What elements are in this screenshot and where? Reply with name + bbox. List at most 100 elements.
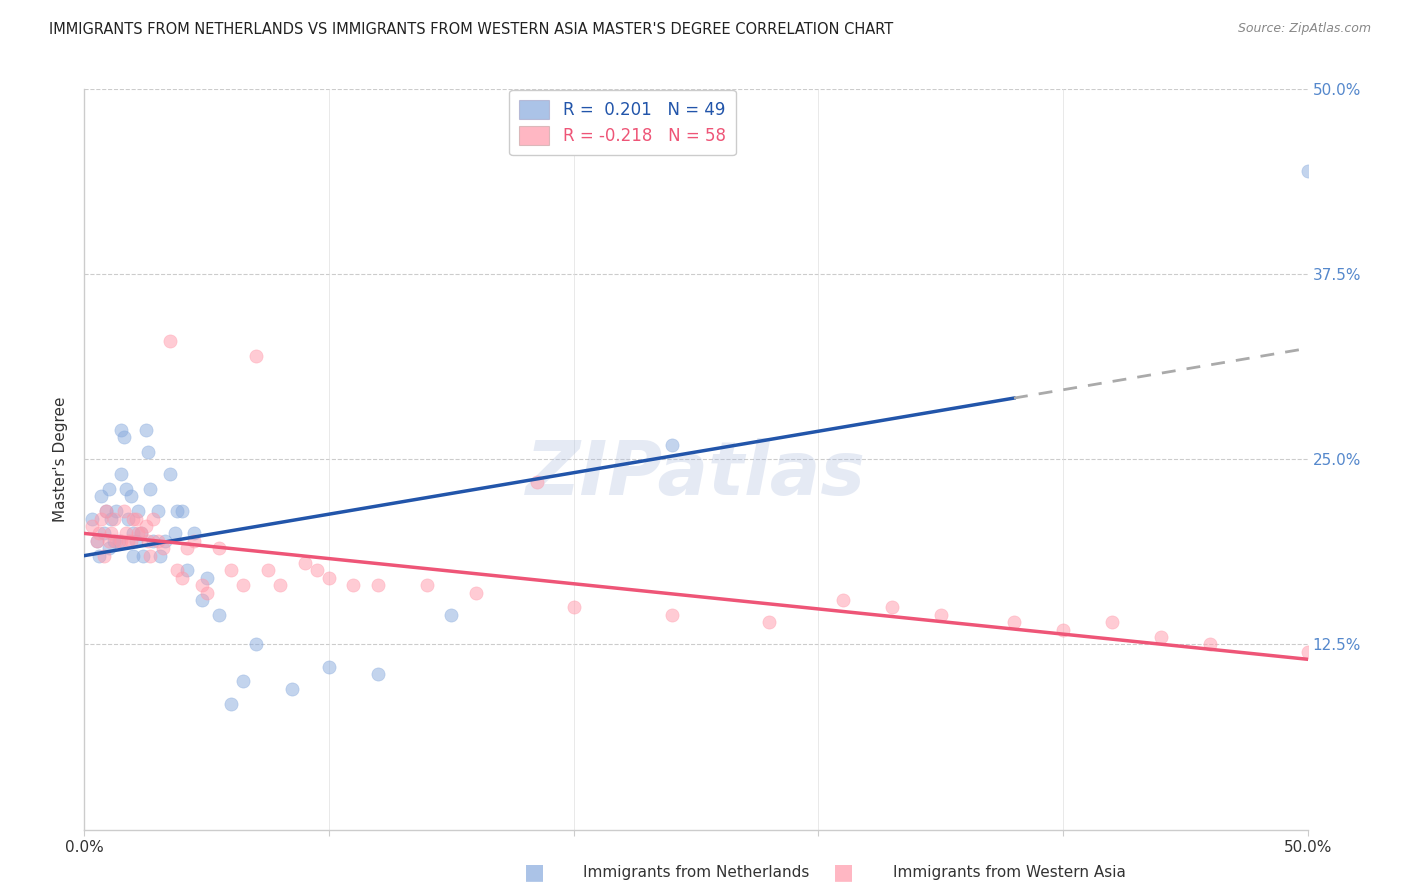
Point: [139, 482, 162, 496]
Point: [257, 564, 280, 578]
Point: [100, 526, 122, 541]
Point: [112, 504, 135, 518]
Point: [135, 519, 157, 533]
Point: [139, 549, 162, 563]
Point: [132, 549, 155, 563]
Point: [110, 423, 132, 437]
Point: [166, 564, 188, 578]
Point: [562, 600, 585, 615]
Point: [86, 533, 108, 548]
Point: [176, 541, 198, 556]
Point: [142, 533, 165, 548]
Point: [153, 533, 176, 548]
Point: [135, 423, 157, 437]
Point: [195, 571, 218, 585]
Point: [1052, 623, 1074, 637]
Point: [342, 578, 364, 592]
Point: [115, 482, 138, 496]
Point: [97, 541, 120, 556]
Point: [146, 533, 169, 548]
Point: [129, 526, 152, 541]
Point: [159, 334, 181, 348]
Point: [1198, 637, 1220, 651]
Point: [120, 489, 142, 503]
Point: [219, 564, 242, 578]
Point: [96, 504, 118, 518]
Point: [219, 697, 242, 711]
Point: [929, 607, 952, 622]
Point: [758, 615, 780, 630]
Point: [105, 504, 128, 518]
Point: [117, 533, 139, 548]
Point: [281, 681, 304, 696]
Point: [110, 533, 132, 548]
Point: [159, 467, 181, 482]
Point: [142, 511, 165, 525]
Point: [127, 526, 149, 541]
Point: [1150, 630, 1173, 644]
Point: [93, 549, 115, 563]
Point: [120, 533, 142, 548]
Point: [152, 541, 174, 556]
Point: [117, 511, 139, 525]
Point: [1002, 615, 1025, 630]
Text: Immigrants from Western Asia: Immigrants from Western Asia: [893, 865, 1126, 880]
Text: Source: ZipAtlas.com: Source: ZipAtlas.com: [1237, 22, 1371, 36]
Point: [103, 511, 125, 525]
Point: [96, 504, 118, 518]
Text: Immigrants from Netherlands: Immigrants from Netherlands: [583, 865, 810, 880]
Point: [166, 504, 188, 518]
Point: [1296, 163, 1319, 178]
Point: [318, 659, 340, 673]
Point: [125, 511, 148, 525]
Point: [176, 564, 198, 578]
Point: [416, 578, 439, 592]
Point: [97, 482, 120, 496]
Point: [136, 533, 159, 548]
Point: [103, 533, 125, 548]
Point: [87, 549, 110, 563]
Text: IMMIGRANTS FROM NETHERLANDS VS IMMIGRANTS FROM WESTERN ASIA MASTER'S DEGREE CORR: IMMIGRANTS FROM NETHERLANDS VS IMMIGRANT…: [49, 22, 893, 37]
Point: [127, 504, 149, 518]
Point: [87, 526, 110, 541]
Point: [1101, 615, 1123, 630]
Point: [245, 349, 267, 363]
Point: [80, 511, 103, 525]
Point: [208, 541, 231, 556]
Text: ■: ■: [524, 863, 544, 882]
Point: [129, 526, 152, 541]
Point: [464, 585, 486, 599]
Point: [163, 526, 186, 541]
Point: [115, 526, 138, 541]
Point: [232, 578, 254, 592]
Point: [661, 607, 683, 622]
Point: [112, 430, 135, 444]
Point: [183, 533, 205, 548]
Point: [125, 533, 148, 548]
Point: [1296, 645, 1319, 659]
Point: [661, 437, 683, 451]
Point: [831, 593, 853, 607]
Point: [318, 571, 340, 585]
Point: [880, 600, 903, 615]
Point: [146, 504, 169, 518]
Point: [149, 549, 172, 563]
Point: [208, 607, 231, 622]
Point: [526, 475, 548, 489]
Point: [367, 667, 389, 681]
Point: [232, 674, 254, 689]
Point: [90, 489, 112, 503]
Point: [172, 504, 194, 518]
Point: [86, 533, 108, 548]
Point: [90, 511, 112, 525]
Point: [105, 533, 128, 548]
Point: [172, 571, 194, 585]
Legend: R =  0.201   N = 49, R = -0.218   N = 58: R = 0.201 N = 49, R = -0.218 N = 58: [509, 90, 735, 155]
Point: [191, 578, 214, 592]
Point: [100, 511, 122, 525]
Point: [305, 564, 328, 578]
Text: ZIPatlas: ZIPatlas: [526, 438, 866, 511]
Point: [122, 526, 145, 541]
Point: [122, 511, 145, 525]
Point: [80, 519, 103, 533]
